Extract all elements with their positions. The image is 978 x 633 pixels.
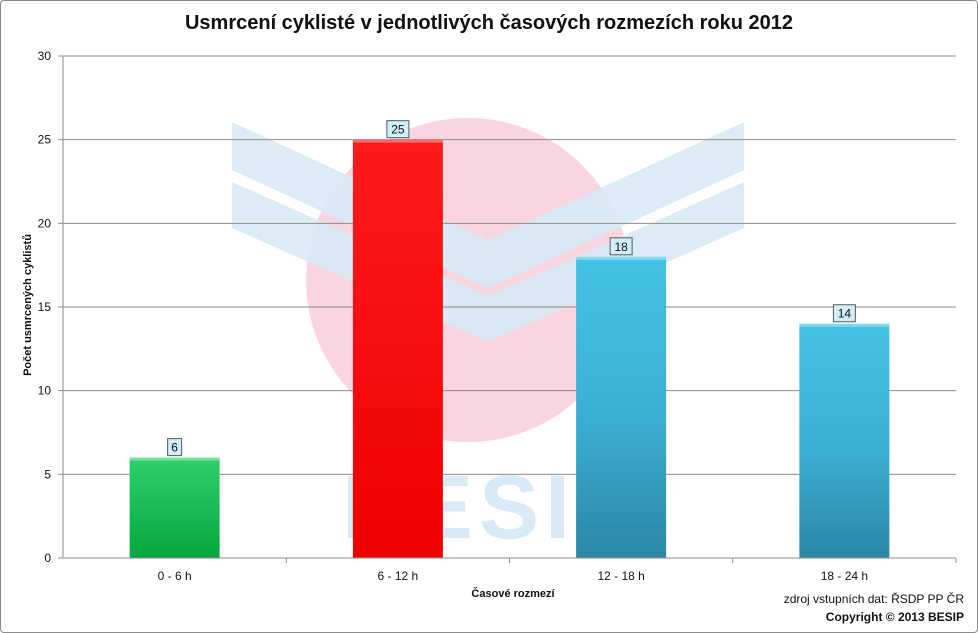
x-axis-label: Časové rozmezí bbox=[471, 588, 555, 600]
bar bbox=[352, 139, 443, 558]
data-label: 14 bbox=[838, 307, 852, 321]
source-note: zdroj vstupních dat: ŘSDP PP ČR bbox=[783, 592, 964, 606]
bar-highlight bbox=[352, 139, 443, 143]
besip-watermark: BESIP bbox=[232, 118, 744, 558]
y-tick-label: 30 bbox=[38, 49, 52, 63]
y-tick-label: 15 bbox=[38, 300, 52, 314]
y-tick-label: 20 bbox=[38, 216, 52, 230]
bar-highlight bbox=[576, 256, 667, 260]
data-label: 18 bbox=[614, 240, 628, 254]
bar bbox=[799, 323, 890, 558]
y-tick-label: 5 bbox=[44, 467, 51, 481]
bar bbox=[129, 457, 220, 558]
y-tick-label: 10 bbox=[38, 384, 52, 398]
y-tick-label: 0 bbox=[44, 551, 51, 565]
data-label-box bbox=[609, 237, 633, 256]
x-tick-label: 0 - 6 h bbox=[158, 569, 192, 583]
data-label: 6 bbox=[171, 441, 178, 455]
data-label-box bbox=[832, 304, 856, 323]
x-tick-label: 18 - 24 h bbox=[821, 569, 868, 583]
copyright-note: Copyright © 2013 BESIP bbox=[825, 610, 964, 624]
data-label-layer: 6 25 18 14 bbox=[167, 120, 856, 457]
bar bbox=[576, 256, 667, 558]
data-label-box bbox=[386, 120, 410, 139]
watermark-chevron-upper bbox=[232, 122, 744, 288]
y-axis-label: Počet usmrcených cyklistů bbox=[22, 234, 34, 376]
data-label: 25 bbox=[391, 123, 405, 137]
bar-layer bbox=[129, 139, 890, 558]
bar-highlight bbox=[129, 457, 220, 461]
data-label-box bbox=[167, 438, 183, 457]
axis-layer: 0 5 10 15 20 25 30 0 - 6 h 6 - 12 h 12 - 18 h 18 -… bbox=[38, 49, 957, 583]
y-tick-label: 25 bbox=[38, 133, 52, 147]
bar-highlight bbox=[799, 323, 890, 327]
chart-title: Usmrcení cyklisté v jednotlivých časovýc… bbox=[184, 12, 794, 34]
x-tick-label: 6 - 12 h bbox=[378, 569, 419, 583]
x-tick-label: 12 - 18 h bbox=[597, 569, 644, 583]
